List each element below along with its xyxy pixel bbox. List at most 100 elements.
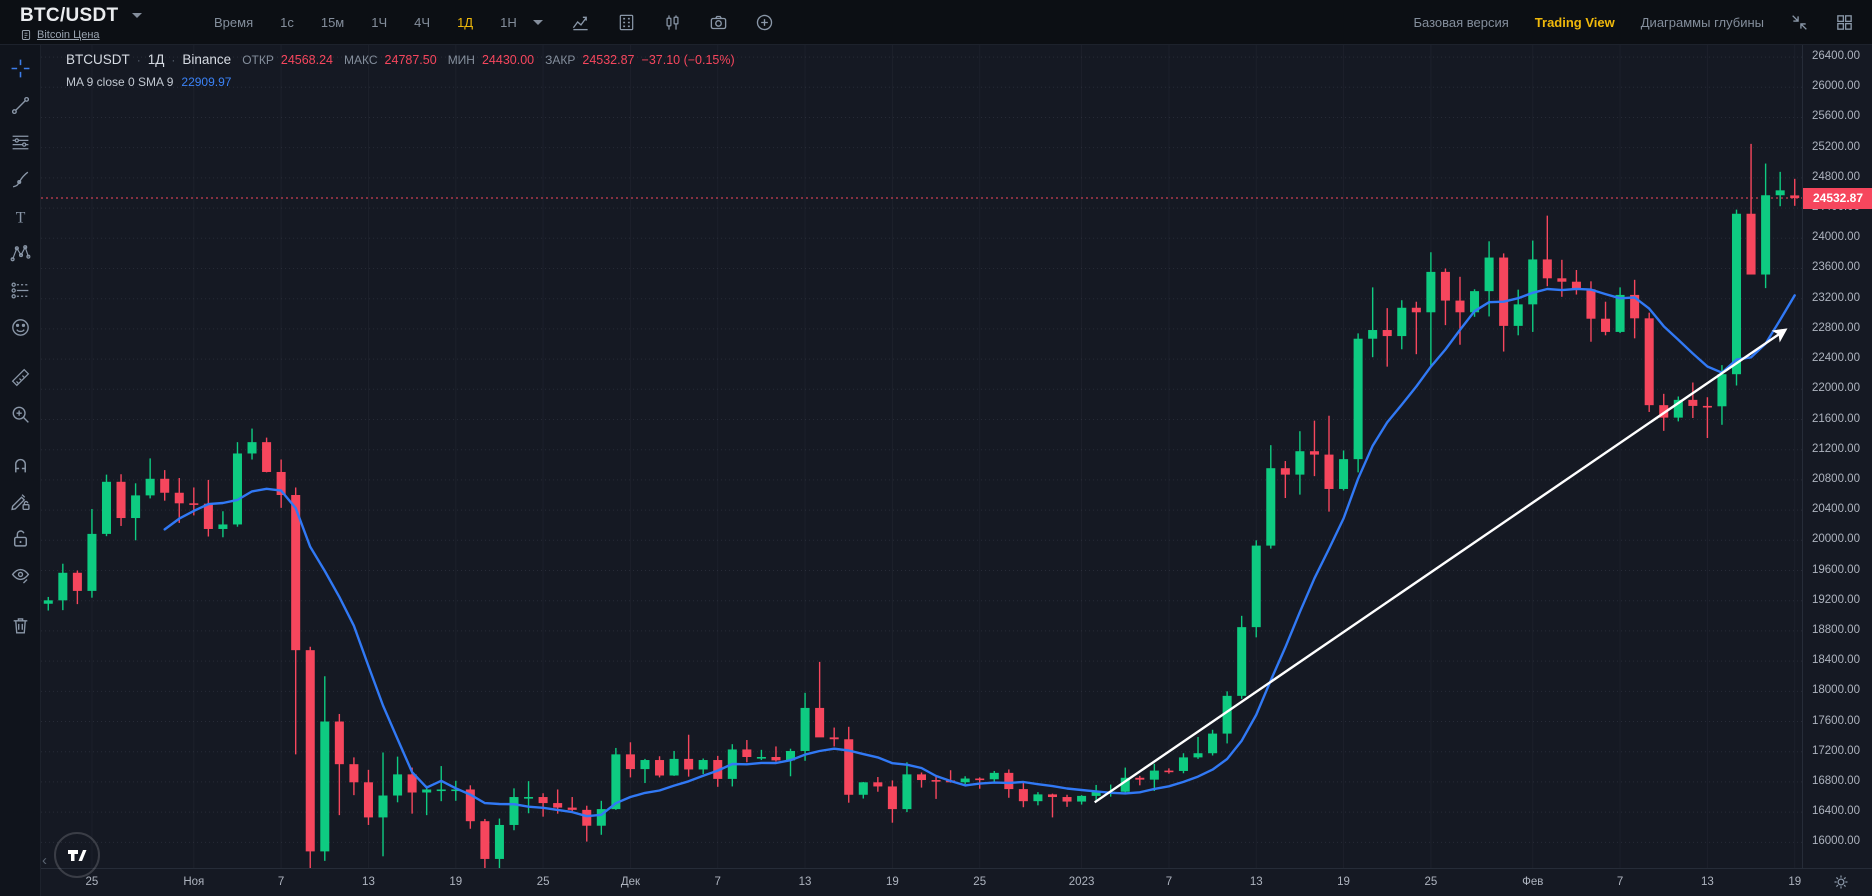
panel-grid-icon[interactable] (617, 13, 636, 32)
price-tick-label: 20800.00 (1812, 472, 1860, 485)
time-tick-label: 19 (1337, 876, 1350, 888)
top-link-базовая-версия[interactable]: Базовая версия (1413, 14, 1509, 30)
add-circle-icon[interactable] (755, 13, 774, 32)
legend-interval: 1Д (147, 52, 165, 67)
time-tick-label: 25 (1424, 876, 1438, 888)
low-value: 24430.00 (481, 53, 535, 67)
price-tick-label: 25600.00 (1812, 110, 1860, 123)
time-tick-label: 13 (798, 876, 812, 888)
time-tick-label: Дек (620, 876, 641, 888)
price-tick-label: 16400.00 (1812, 805, 1860, 818)
close-value: 24532.87 (582, 53, 635, 67)
emoji-icon[interactable] (10, 317, 31, 338)
high-value: 24787.50 (384, 53, 437, 67)
time-tick-label: 13 (362, 876, 375, 888)
price-tick-label: 20400.00 (1812, 503, 1860, 516)
price-tick-label: 18400.00 (1812, 654, 1860, 667)
timeframe-more-caret-icon[interactable] (532, 19, 543, 25)
time-tick-label: 25 (536, 876, 550, 888)
layout-grid-icon[interactable] (1835, 13, 1854, 32)
symbol-info-link[interactable]: Bitcoin Цена (20, 29, 200, 41)
zoom-in-icon[interactable] (10, 404, 31, 425)
price-tick-label: 21600.00 (1812, 412, 1860, 425)
time-tick-label: 25 (85, 876, 99, 888)
legend-exchange: Binance (182, 52, 232, 67)
trend-line-icon[interactable] (10, 95, 31, 116)
time-tick-label: 13 (1700, 876, 1714, 888)
price-tick-label: 26000.00 (1812, 80, 1860, 93)
indicators-icon[interactable] (571, 13, 590, 32)
top-bar-right: Базовая версия Trading View Диаграммы глуб… (1413, 13, 1872, 32)
price-tick-label: 25200.00 (1812, 140, 1860, 153)
fib-lines-icon[interactable] (10, 132, 31, 153)
price-tick-label: 26400.00 (1812, 50, 1860, 63)
ruler-icon[interactable] (10, 367, 31, 388)
price-tick-label: 18000.00 (1812, 684, 1860, 697)
crosshair-icon[interactable] (10, 58, 31, 79)
magnet-icon[interactable] (10, 454, 31, 475)
price-tick-label: 16000.00 (1812, 835, 1860, 848)
timeframe-1Ч[interactable]: 1Ч (371, 14, 388, 30)
top-link-диаграммы-глубины[interactable]: Диаграммы глубины (1640, 14, 1764, 30)
lock-icon[interactable] (10, 528, 31, 549)
price-tick-label: 23200.00 (1812, 291, 1860, 304)
tradingview-logo[interactable] (54, 832, 100, 878)
token-info-icon (21, 29, 31, 40)
trash-icon[interactable] (10, 615, 31, 636)
eye-icon[interactable] (10, 565, 31, 586)
top-link-trading-view[interactable]: Trading View (1534, 14, 1615, 30)
high-label: МАКС (344, 53, 378, 67)
text-icon[interactable]: T (10, 206, 31, 227)
open-value: 24568.24 (280, 53, 334, 67)
symbol-dropdown-caret-icon[interactable] (132, 13, 143, 18)
collapse-icon[interactable] (1790, 13, 1809, 32)
price-tick-label: 20000.00 (1812, 533, 1860, 546)
ma-value: 22909.97 (181, 75, 232, 89)
time-tick-label: 13 (1249, 876, 1263, 888)
toolbar-collapse-chevron-icon[interactable]: ‹ (42, 852, 47, 869)
drawing-toolbar: T (0, 45, 41, 896)
price-tick-label: 17600.00 (1812, 714, 1860, 727)
time-tick-label: 7 (277, 876, 285, 888)
legend-symbol[interactable]: BTCUSDT (66, 52, 130, 67)
brush-icon[interactable] (10, 169, 31, 190)
low-label: МИН (447, 53, 475, 67)
ma-label[interactable]: MA 9 close 0 SMA 9 (66, 75, 174, 89)
price-tick-label: 19200.00 (1812, 593, 1860, 606)
price-tick-label: 21200.00 (1812, 442, 1860, 455)
timeframe-menu-label[interactable]: Время (214, 14, 254, 30)
candle-style-icon[interactable] (663, 13, 682, 32)
time-axis[interactable]: 25 Ноя 7 13 19 25 Дек 7 13 19 25 2023 7 13 19 25 Фев 7 13 1… (41, 868, 1872, 896)
price-tick-label: 19600.00 (1812, 563, 1860, 576)
time-tick-label: 2023 (1068, 876, 1095, 888)
price-axis[interactable]: 26400.00 26000.00 25600.00 25200.00 24800.00… (1802, 45, 1872, 868)
price-tick-label: 22800.00 (1812, 321, 1860, 334)
camera-icon[interactable] (709, 13, 728, 32)
chart-legend: BTCUSDT · 1Д · Binance ОТКР 24568.24 МАК… (66, 52, 735, 89)
settings-gear-icon[interactable] (1832, 873, 1850, 891)
symbol-box: BTC/USDT Bitcoin Цена (0, 4, 200, 41)
legend-separator: · (136, 53, 141, 67)
price-tick-label: 17200.00 (1812, 744, 1860, 757)
time-tick-label: 7 (714, 876, 721, 888)
price-tick-label: 22400.00 (1812, 352, 1860, 365)
chart-tool-buttons (571, 13, 774, 32)
time-tick-label: 19 (1788, 876, 1802, 888)
symbol-title[interactable]: BTC/USDT (20, 4, 119, 26)
timeframe-15м[interactable]: 15м (320, 14, 345, 30)
symbol-sub-label: Bitcoin Цена (37, 28, 100, 41)
svg-text:T: T (15, 209, 25, 226)
time-tick-label: 19 (449, 876, 463, 888)
xabcd-pattern-icon[interactable] (10, 243, 31, 264)
timeframe-1с[interactable]: 1с (280, 14, 294, 30)
timeframe-4Ч[interactable]: 4Ч (414, 14, 431, 30)
price-tick-label: 18800.00 (1812, 623, 1860, 636)
price-tick-label: 23600.00 (1812, 261, 1860, 274)
price-tick-label: 16800.00 (1812, 774, 1860, 787)
timeframe-1Н[interactable]: 1Н (500, 14, 517, 30)
forecast-lines-icon[interactable] (10, 280, 31, 301)
timeframe-1Д[interactable]: 1Д (457, 14, 474, 30)
draw-lock-icon[interactable] (10, 491, 31, 512)
